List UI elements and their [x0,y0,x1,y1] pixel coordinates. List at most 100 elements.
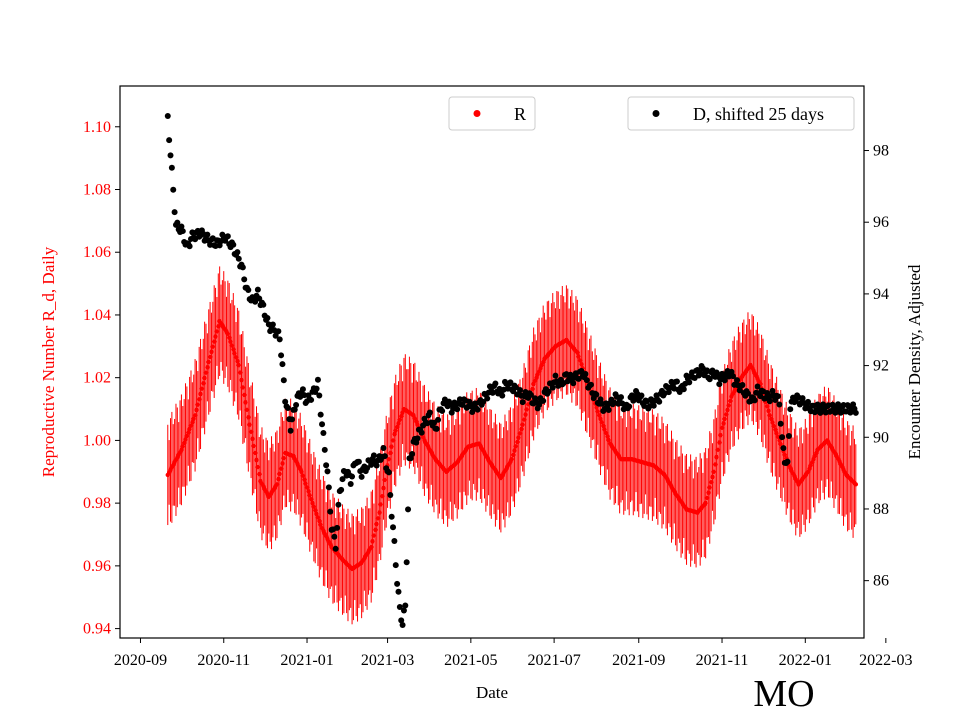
d-point [325,484,332,491]
r-point [190,420,195,425]
r-point [251,443,256,449]
d-point [381,453,388,460]
d-point [370,452,377,459]
r-point [397,417,403,422]
r-point [517,431,523,436]
r-point [192,413,198,418]
r-point [703,500,708,506]
d-point [774,393,781,400]
r-point [306,489,311,494]
d-point [776,401,783,408]
d-point [239,264,246,271]
d-point [331,533,338,540]
r-point [299,469,304,474]
d-point [321,446,328,453]
r-point [240,385,246,390]
legend-d-box [627,96,855,131]
d-point [805,398,812,405]
r-point [706,490,711,495]
r-point [255,464,261,470]
legend-r-box [448,96,536,131]
d-point [380,444,387,451]
d-point [400,607,407,614]
x-tick-label: 2021-05 [444,652,497,669]
d-point [402,602,409,609]
r-point [300,473,306,478]
d-point [234,249,241,256]
r-point [199,386,205,391]
r-point [239,377,244,383]
r-point [184,433,190,439]
d-point [583,377,590,384]
d-point [319,421,326,428]
d-point [739,381,746,388]
r-point [183,437,188,442]
d-point [275,328,282,335]
r-point [509,457,514,462]
right-axis-label: Encounter Density, Adjusted [905,264,924,459]
d-point [269,321,276,328]
r-point [206,359,211,365]
r-point [594,405,599,410]
d-point [721,377,728,384]
d-point [787,406,794,413]
state-label: MO [753,673,814,715]
d-point [656,398,663,405]
r-point [768,416,774,422]
r-point [510,452,516,458]
d-point [179,228,186,235]
r-point [307,493,312,498]
r-point [244,407,250,413]
d-point [349,473,356,480]
r-point [605,434,610,439]
d-point [368,461,375,468]
r-point [375,516,381,521]
r-point [371,533,377,538]
r-point [711,469,717,474]
r-point [278,466,284,471]
r-point [195,402,201,407]
r-point [250,436,255,442]
r-point [599,420,605,425]
d-point [516,387,523,394]
right-tick-label: 96 [873,214,889,231]
d-point [387,491,394,498]
x-tick-label: 2022-01 [779,652,832,669]
r-point [243,400,248,405]
r-point [210,344,216,349]
r-point [519,426,524,432]
d-point [358,473,365,480]
d-point [317,411,324,418]
r-point [515,439,520,445]
left-axis-label: Reproductive Number R_d, Daily [39,246,58,477]
d-point [754,383,761,390]
d-point [323,462,330,469]
r-point [310,500,315,506]
d-point [308,396,315,403]
r-point [232,351,237,356]
r-point [601,423,606,429]
d-series [164,112,859,629]
r-point [233,355,239,360]
r-point [728,398,733,404]
r-point [201,381,206,386]
r-point [211,339,217,344]
r-point [186,430,191,435]
d-point [278,352,285,359]
r-point [374,521,379,527]
d-point [335,501,342,508]
d-point [291,406,298,413]
d-point [170,186,177,193]
d-point [186,243,193,250]
d-point [570,380,577,387]
r-point [248,429,254,434]
r-point [236,362,241,368]
r-point [180,444,185,449]
d-point [392,562,399,569]
right-tick-label: 92 [873,358,889,375]
r-point [214,329,220,334]
r-point [595,409,600,414]
r-point [764,404,770,409]
r-point [524,407,530,412]
left-axis-ticks: 0.94 0.96 0.98 1.00 1.02 1.04 1.06 1.08 1.10 [83,119,120,638]
